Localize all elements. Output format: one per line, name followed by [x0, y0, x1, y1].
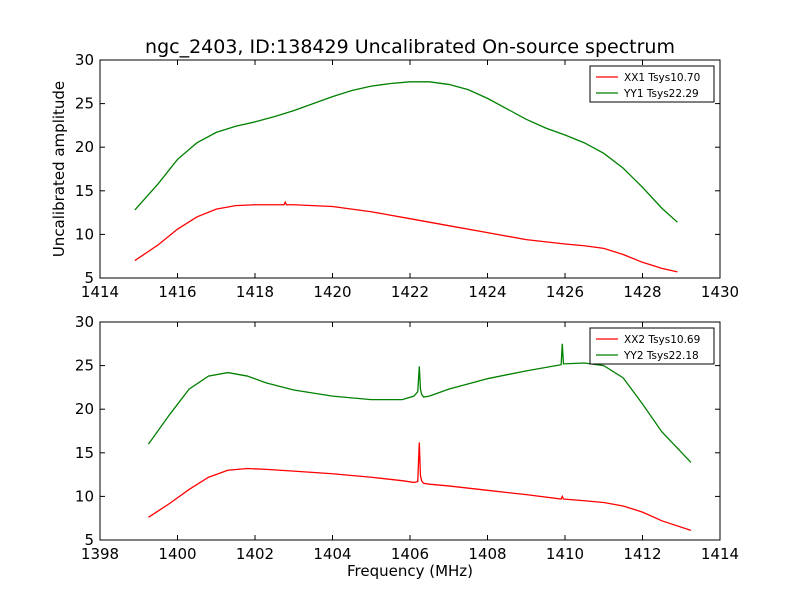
legend: XX1 Tsys10.70 YY1 Tsys22.29 [589, 65, 715, 103]
y-tick-label: 20 [75, 138, 94, 156]
x-tick-label: 1418 [236, 283, 274, 301]
y-tick-label: 10 [75, 225, 94, 243]
legend-label: YY1 Tsys22.29 [623, 88, 699, 100]
legend-label: XX2 Tsys10.69 [624, 334, 700, 346]
x-tick-label: 1412 [623, 545, 661, 563]
x-tick-label: 1424 [468, 283, 506, 301]
x-tick-label: 1408 [468, 545, 506, 563]
legend-box [589, 65, 715, 103]
x-tick-label: 1398 [81, 545, 119, 563]
y-tick-label: 5 [84, 269, 94, 287]
y-tick-label: 15 [75, 182, 94, 200]
series-line-yy [134, 81, 678, 223]
y-tick-label: 25 [75, 95, 94, 113]
top-y-axis-label: Uncalibrated amplitude [50, 81, 68, 257]
x-tick-label: 1406 [391, 545, 429, 563]
y-tick-label: 5 [84, 531, 94, 549]
x-tick-label: 1410 [546, 545, 584, 563]
series-line-xx [134, 200, 678, 273]
y-tick-label: 30 [75, 51, 94, 69]
series-line-xx [148, 442, 692, 532]
legend-box [589, 327, 715, 365]
x-tick-label: 1428 [623, 283, 661, 301]
y-tick-label: 30 [75, 313, 94, 331]
x-tick-label: 1430 [701, 283, 739, 301]
legend-label: XX1 Tsys10.70 [624, 72, 700, 84]
series-line-yy [147, 343, 692, 463]
x-tick-label: 1400 [158, 545, 196, 563]
bottom-x-axis-label: Frequency (MHz) [347, 562, 473, 580]
x-tick-label: 1414 [701, 545, 739, 563]
bottom-panel: 1398 1400 1402 1404 1406 1408 1410 1412 1414 5 10 1… [75, 313, 739, 563]
figure-title: ngc_2403, ID:138429 Uncalibrated On-sour… [145, 36, 675, 58]
y-tick-label: 20 [75, 400, 94, 418]
y-tick-label: 15 [75, 444, 94, 462]
x-tick-label: 1416 [158, 283, 196, 301]
y-tick-label: 10 [75, 487, 94, 505]
y-tick-label: 25 [75, 357, 94, 375]
x-tick-label: 1420 [313, 283, 351, 301]
top-panel: 1414 1416 1418 1420 1422 1424 1426 1428 1430 5 10 1… [75, 51, 739, 301]
x-tick-label: 1404 [313, 545, 351, 563]
legend-label: YY2 Tsys22.18 [623, 350, 699, 362]
x-tick-label: 1414 [81, 283, 119, 301]
legend: XX2 Tsys10.69 YY2 Tsys22.18 [589, 327, 715, 365]
x-tick-label: 1402 [236, 545, 274, 563]
x-tick-label: 1426 [546, 283, 584, 301]
x-tick-label: 1422 [391, 283, 429, 301]
